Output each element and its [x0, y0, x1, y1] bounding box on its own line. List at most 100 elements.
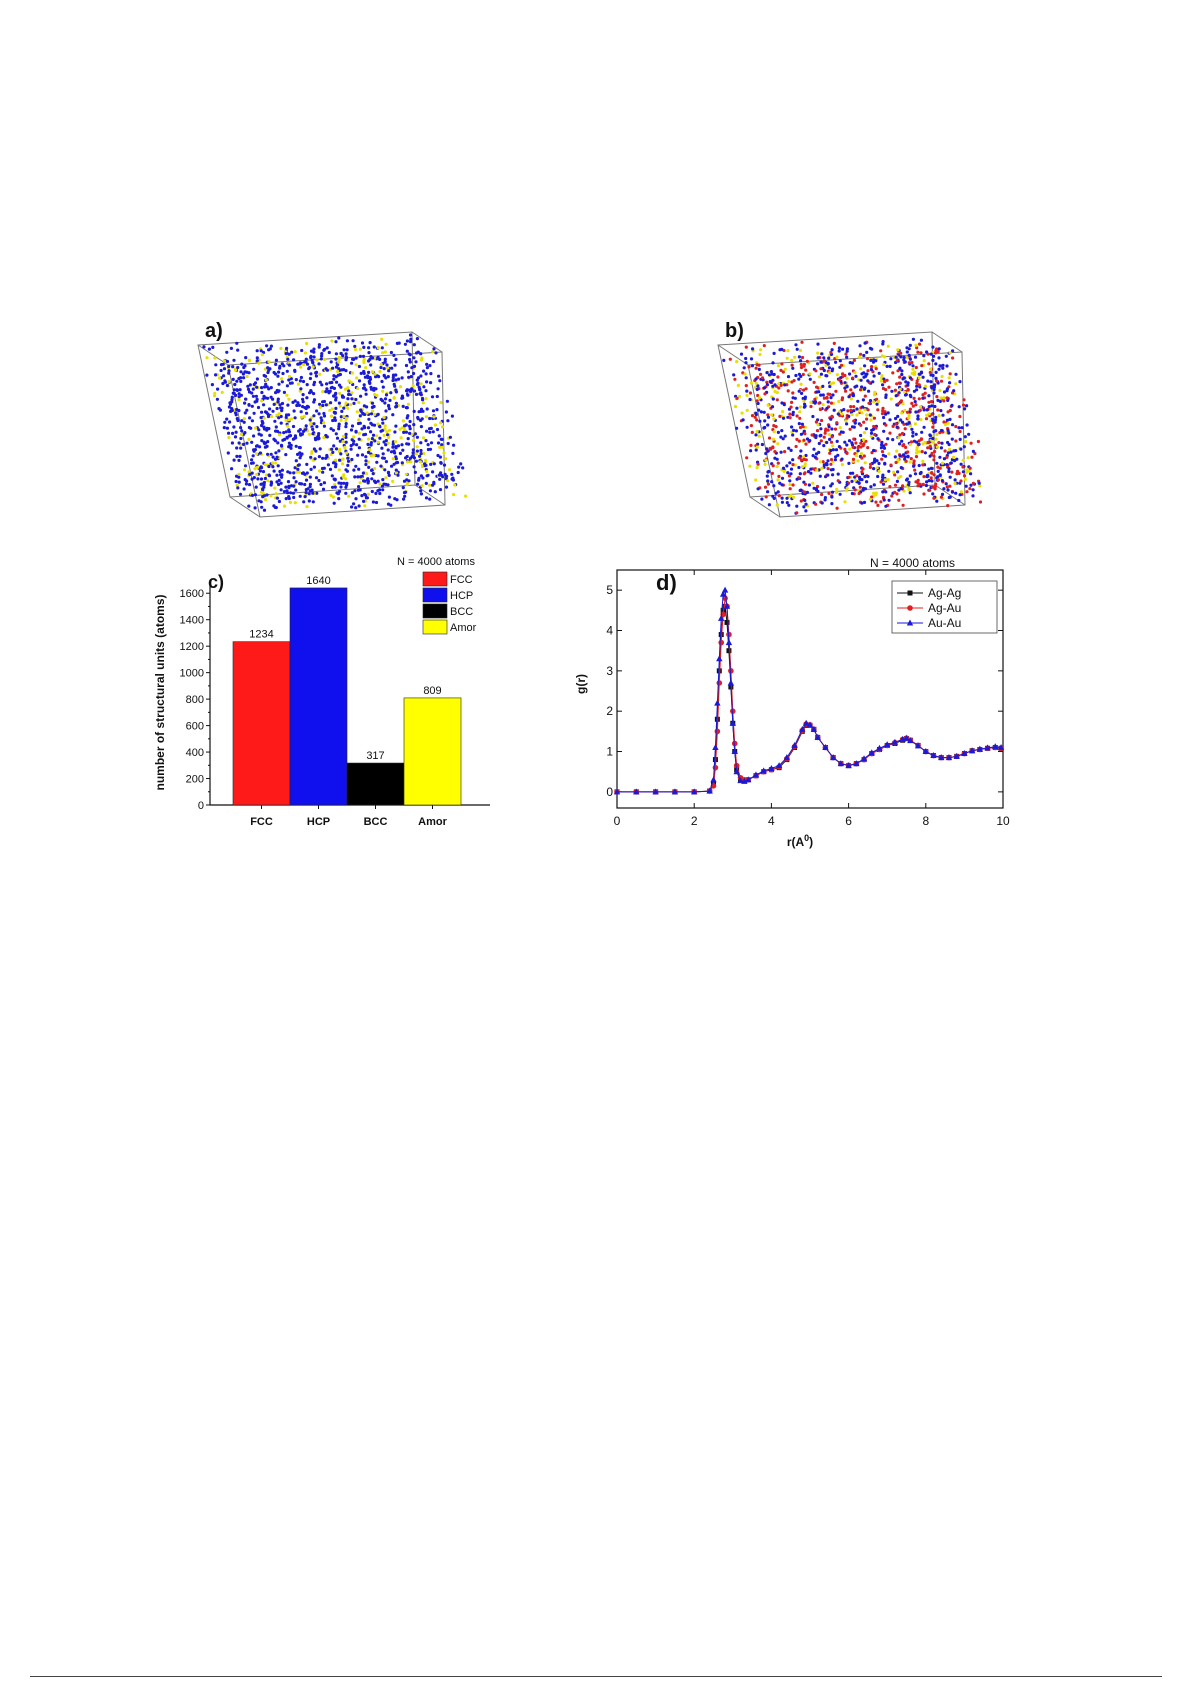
atom	[428, 489, 432, 493]
x-axis-title: r(A0)	[787, 833, 813, 849]
atom	[337, 360, 341, 364]
atom	[391, 375, 395, 380]
atom	[959, 490, 963, 494]
atom	[436, 453, 440, 458]
atom	[952, 389, 956, 393]
atom	[874, 359, 878, 363]
atom	[396, 473, 400, 477]
atom	[948, 495, 952, 499]
atom	[777, 494, 781, 498]
atom	[428, 483, 432, 487]
atom	[819, 439, 823, 443]
atom	[234, 479, 238, 484]
atom	[830, 414, 834, 418]
atom	[311, 365, 315, 369]
atom	[873, 432, 877, 437]
atom	[412, 364, 417, 368]
atom	[933, 404, 937, 409]
atom	[303, 495, 307, 499]
atom	[929, 400, 934, 404]
atom	[822, 356, 826, 360]
atom	[778, 348, 782, 352]
atom	[269, 480, 273, 484]
atom	[293, 350, 297, 354]
atom	[214, 373, 218, 377]
atom	[370, 423, 374, 427]
atom	[282, 504, 287, 508]
atom	[308, 422, 313, 426]
data-point	[802, 719, 810, 726]
atom	[313, 457, 317, 461]
atom	[917, 376, 921, 380]
atom	[962, 445, 966, 449]
atom	[888, 431, 892, 435]
atom	[253, 400, 257, 404]
atom	[280, 475, 284, 479]
atom	[755, 429, 759, 434]
atom	[261, 470, 266, 474]
atom	[935, 379, 939, 383]
data-point	[930, 752, 937, 759]
atom	[797, 372, 801, 376]
atom	[307, 492, 311, 496]
atom	[899, 418, 903, 422]
atom	[419, 352, 423, 356]
data-point	[724, 619, 730, 625]
atom	[858, 485, 862, 489]
atom	[369, 443, 373, 447]
atom	[905, 350, 909, 354]
atom	[323, 347, 327, 351]
atom	[819, 460, 823, 464]
atom	[779, 435, 783, 439]
atom	[926, 440, 930, 445]
atom	[822, 359, 827, 363]
atom	[733, 377, 737, 381]
atom	[791, 463, 795, 467]
atom	[221, 381, 225, 386]
atom	[329, 427, 333, 431]
atom	[301, 379, 306, 384]
atom	[900, 431, 905, 436]
atom	[331, 495, 335, 499]
atom	[277, 412, 281, 416]
atom	[757, 396, 762, 400]
atom	[376, 355, 380, 359]
atom	[245, 441, 249, 445]
atom	[318, 402, 322, 406]
atom	[362, 412, 366, 416]
atom	[257, 432, 261, 436]
atom	[286, 480, 291, 484]
atom	[849, 388, 853, 392]
atom	[917, 397, 921, 401]
atom	[790, 363, 794, 367]
atom	[262, 508, 267, 512]
atom	[891, 424, 895, 428]
atom	[312, 422, 316, 426]
atom	[910, 401, 914, 405]
atom	[425, 407, 429, 411]
atom	[243, 401, 247, 405]
atom	[242, 420, 246, 424]
atom	[268, 407, 272, 411]
atom	[384, 439, 388, 443]
atom	[438, 477, 442, 481]
atom	[425, 469, 429, 474]
data-point	[720, 607, 726, 613]
atom	[814, 502, 818, 506]
atom	[947, 376, 951, 380]
atom	[958, 493, 962, 497]
atom	[927, 412, 931, 416]
atom	[887, 498, 891, 502]
atom	[928, 488, 932, 492]
atom	[929, 380, 933, 384]
atom	[360, 341, 365, 345]
atom	[363, 426, 367, 430]
atom	[309, 455, 313, 459]
atom	[263, 463, 267, 467]
atom	[272, 437, 276, 441]
atom	[963, 477, 967, 481]
atom	[847, 439, 852, 443]
atom	[788, 412, 792, 416]
atom	[358, 347, 362, 351]
atom	[861, 486, 866, 490]
